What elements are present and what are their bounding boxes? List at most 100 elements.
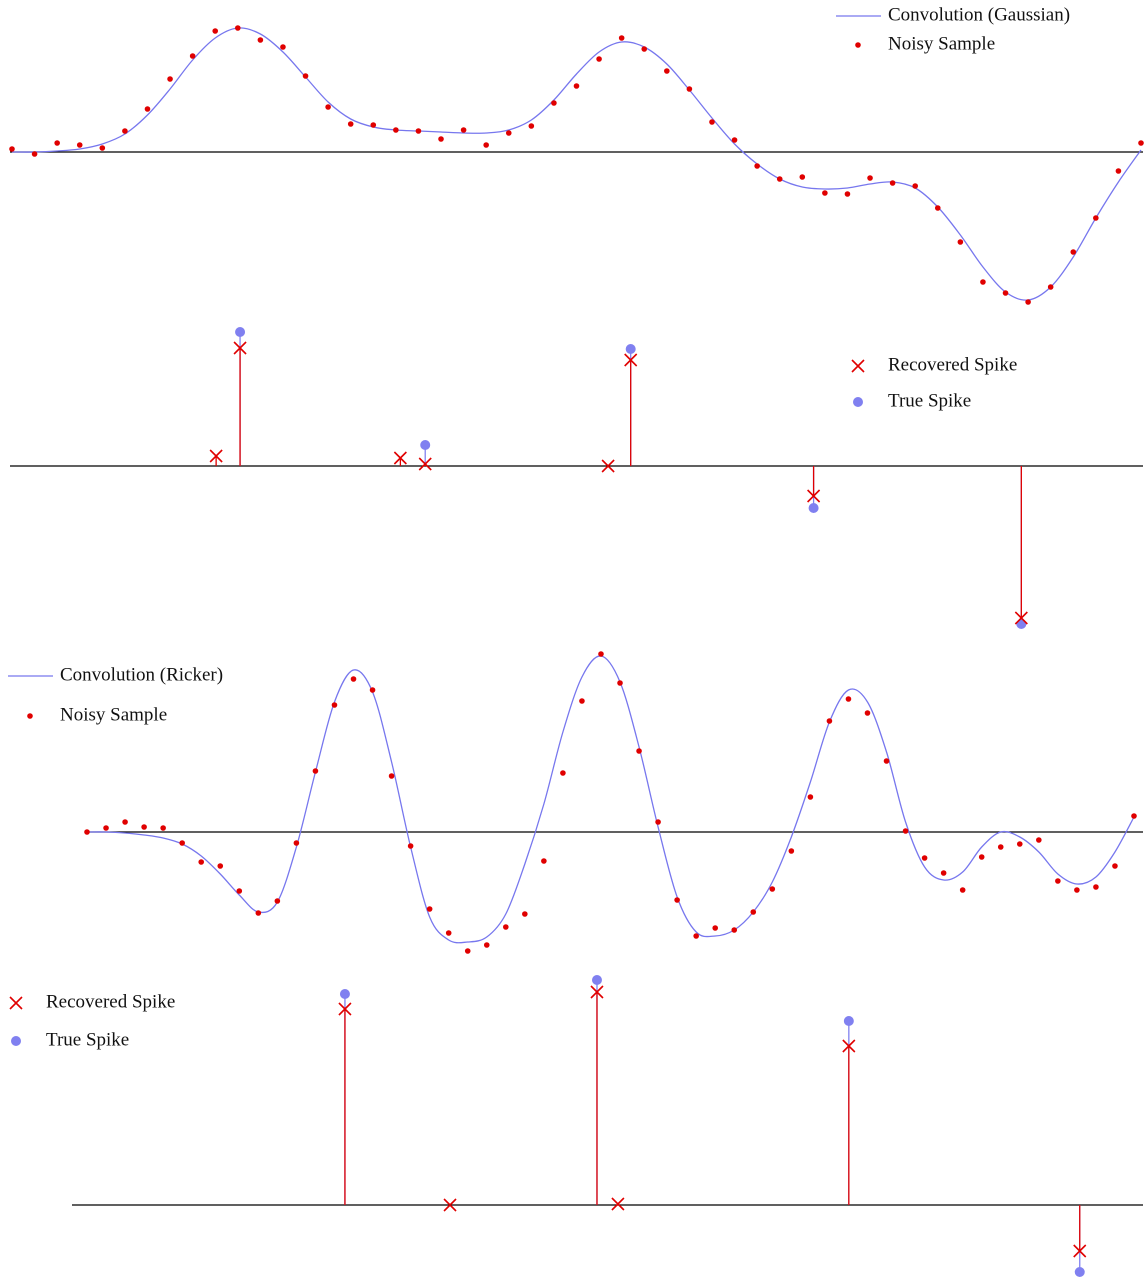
sample-dot xyxy=(388,773,395,779)
legend-label: Convolution (Gaussian) xyxy=(888,4,1070,25)
sample-dot xyxy=(709,119,715,125)
sample-dot xyxy=(198,859,205,865)
legend-label: True Spike xyxy=(46,1029,129,1050)
legend-label: True Spike xyxy=(888,390,971,411)
curve xyxy=(86,655,1135,944)
sample-dot xyxy=(573,83,580,89)
sample-dot xyxy=(957,239,964,245)
true-marker xyxy=(1074,1267,1085,1277)
sample-dot xyxy=(280,44,286,50)
sample-dot xyxy=(664,68,670,74)
recovered-marker xyxy=(1014,611,1028,625)
sample-dot xyxy=(617,680,623,686)
sample-dot xyxy=(921,855,928,861)
sample-dot xyxy=(636,748,642,754)
legend-swatch xyxy=(11,1036,21,1046)
sample-dot xyxy=(212,28,219,34)
recovered-marker xyxy=(601,459,615,473)
sample-dot xyxy=(255,910,262,916)
sample-dot xyxy=(464,948,471,954)
sample-dot xyxy=(235,25,241,31)
sample-dot xyxy=(1016,841,1023,847)
true-marker xyxy=(235,327,246,337)
legend-swatch xyxy=(855,42,861,48)
sample-dot xyxy=(76,142,83,148)
true-marker xyxy=(591,975,602,985)
sample-dot xyxy=(31,151,38,157)
sample-dot xyxy=(1093,884,1099,890)
sample-dot xyxy=(596,56,602,62)
sample-dot xyxy=(407,843,414,849)
sample-dot xyxy=(312,768,319,774)
sample-dot xyxy=(445,930,452,936)
sample-dot xyxy=(799,174,806,180)
sample-dot xyxy=(641,46,648,52)
recovered-marker xyxy=(590,985,604,999)
sample-dot xyxy=(293,840,300,846)
sample-dot xyxy=(426,906,433,912)
sample-dot xyxy=(1002,290,1009,296)
sample-dot xyxy=(1074,887,1080,893)
recovered-marker xyxy=(338,1002,352,1016)
sample-dot xyxy=(528,123,535,129)
true-marker xyxy=(625,344,636,354)
sample-dot xyxy=(144,106,151,112)
sample-dot xyxy=(788,848,795,854)
recovered-marker xyxy=(443,1198,457,1212)
sample-dot xyxy=(844,191,851,197)
sample-dot xyxy=(331,702,338,708)
sample-dot xyxy=(350,676,357,682)
sample-dot xyxy=(141,824,147,830)
sample-dot xyxy=(369,687,376,693)
sample-dot xyxy=(598,651,604,657)
sample-dot xyxy=(415,128,422,134)
sample-dot xyxy=(1047,284,1054,290)
recovered-marker xyxy=(1073,1244,1087,1258)
legend-swatch xyxy=(853,397,863,407)
sample-dot xyxy=(393,127,399,133)
sample-dot xyxy=(122,128,128,134)
sample-dot xyxy=(959,887,966,893)
sample-dot xyxy=(712,925,718,931)
legend-label: Convolution (Ricker) xyxy=(60,664,223,685)
sample-dot xyxy=(560,770,566,776)
sample-dot xyxy=(1025,299,1031,305)
sample-dot xyxy=(826,718,833,724)
sample-dot xyxy=(505,130,512,136)
sample-dot xyxy=(1093,215,1099,221)
sample-dot xyxy=(370,122,377,128)
sample-dot xyxy=(160,825,166,831)
legend-label: Noisy Sample xyxy=(888,33,995,54)
sample-dot xyxy=(54,140,60,146)
sample-dot xyxy=(522,911,528,917)
sample-dot xyxy=(822,190,828,196)
sample-dot xyxy=(686,86,693,92)
sample-dot xyxy=(807,794,814,800)
sample-dot xyxy=(1131,813,1137,819)
sample-dot xyxy=(776,176,783,182)
sample-dot xyxy=(189,53,196,59)
sample-dot xyxy=(347,121,354,127)
sample-dot xyxy=(1036,837,1042,843)
sample-dot xyxy=(103,825,109,831)
sample-dot xyxy=(1115,168,1122,174)
sample-dot xyxy=(122,819,128,825)
sample-dot xyxy=(934,205,941,211)
true-marker xyxy=(843,1016,854,1026)
sample-dot xyxy=(99,145,106,151)
sample-dot xyxy=(997,844,1004,850)
curve xyxy=(11,27,1142,301)
sample-dot xyxy=(257,37,264,43)
sample-dot xyxy=(551,100,557,106)
recovered-marker xyxy=(209,449,223,463)
sample-dot xyxy=(731,137,738,143)
recovered-marker xyxy=(842,1039,856,1053)
sample-dot xyxy=(864,710,871,716)
true-marker xyxy=(808,503,819,513)
true-marker xyxy=(339,989,350,999)
sample-dot xyxy=(980,279,986,285)
recovered-marker xyxy=(393,451,407,465)
recovered-marker xyxy=(233,341,247,355)
sample-dot xyxy=(902,828,909,834)
sample-dot xyxy=(655,819,661,825)
